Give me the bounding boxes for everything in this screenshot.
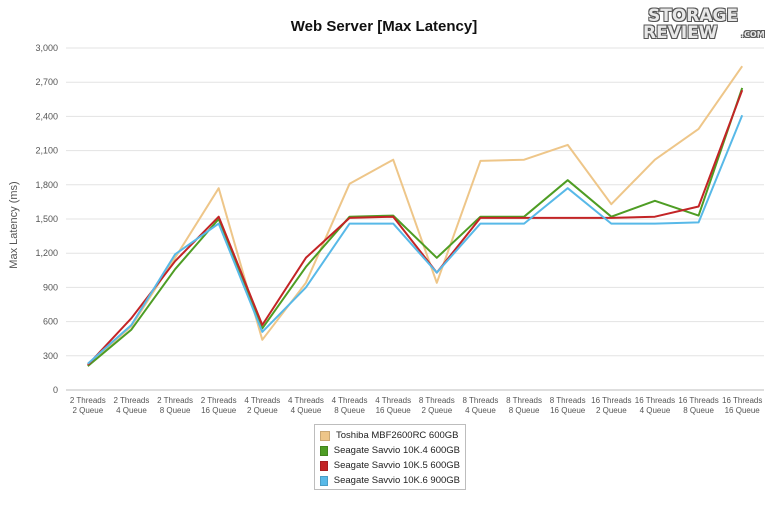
legend-item: Seagate Savvio 10K.6 900GB: [320, 473, 460, 488]
x-tick-label: 8 Threads 2 Queue: [419, 396, 455, 415]
x-tick-label: 8 Threads 8 Queue: [506, 396, 542, 415]
series-line-3: [87, 89, 744, 366]
legend-label: Seagate Savvio 10K.6 900GB: [333, 475, 460, 486]
logo-line-1: STORAGE: [648, 6, 739, 26]
legend-item: Seagate Savvio 10K.4 600GB: [320, 443, 460, 458]
series-line-1: [87, 65, 744, 366]
x-tick-label: 4 Threads 4 Queue: [288, 396, 324, 415]
logo-suffix: .COM: [741, 30, 765, 39]
x-tick-label: 16 Threads 4 Queue: [635, 396, 675, 415]
x-tick-label: 4 Threads 8 Queue: [332, 396, 368, 415]
y-tick-label: 1,800: [35, 180, 58, 190]
series-lines: [87, 65, 744, 367]
legend: Toshiba MBF2600RC 600GB Seagate Savvio 10…: [314, 424, 466, 490]
grid-lines: [66, 47, 764, 391]
y-axis-ticks: 0 300 600 900 1,200 1,500 1,800 2,100 2,400 2,700…: [35, 43, 58, 395]
legend-item: Seagate Savvio 10K.5 600GB: [320, 458, 460, 473]
y-tick-label: 600: [43, 317, 58, 327]
series-line-4: [87, 114, 744, 365]
legend-swatch: [320, 475, 328, 486]
x-tick-label: 4 Threads 16 Queue: [375, 396, 411, 415]
y-tick-label: 1,200: [35, 248, 58, 258]
x-tick-label: 16 Threads 8 Queue: [678, 396, 718, 415]
x-tick-label: 16 Threads 16 Queue: [722, 396, 762, 415]
x-tick-label: 4 Threads 2 Queue: [244, 396, 280, 415]
y-tick-label: 2,400: [35, 111, 58, 121]
chart-title: Web Server [Max Latency]: [290, 18, 478, 35]
legend-label: Seagate Savvio 10K.4 600GB: [333, 445, 460, 456]
x-tick-label: 2 Threads 16 Queue: [201, 396, 237, 415]
logo-line-2: REVIEW: [643, 23, 718, 43]
y-axis-label: Max Latency (ms): [8, 181, 20, 268]
x-tick-label: 16 Threads 2 Queue: [591, 396, 631, 415]
series-line-2: [87, 87, 744, 367]
legend-item: Toshiba MBF2600RC 600GB: [320, 428, 460, 443]
storage-review-logo: STORAGE REVIEW .COM: [640, 6, 765, 46]
x-tick-label: 8 Threads 4 Queue: [463, 396, 499, 415]
x-tick-label: 2 Threads 8 Queue: [157, 396, 193, 415]
y-tick-label: 0: [53, 385, 58, 395]
y-tick-label: 3,000: [35, 43, 58, 53]
y-tick-label: 300: [43, 351, 58, 361]
y-tick-label: 1,500: [35, 214, 58, 224]
y-tick-label: 900: [43, 282, 58, 292]
legend-swatch: [320, 430, 330, 441]
legend-label: Seagate Savvio 10K.5 600GB: [333, 460, 460, 471]
x-tick-label: 2 Threads 2 Queue: [70, 396, 106, 415]
legend-label: Toshiba MBF2600RC 600GB: [336, 430, 459, 441]
y-tick-label: 2,700: [35, 77, 58, 87]
x-tick-label: 8 Threads 16 Queue: [550, 396, 586, 415]
y-tick-label: 2,100: [35, 146, 58, 156]
legend-swatch: [320, 445, 328, 456]
x-tick-label: 2 Threads 4 Queue: [114, 396, 150, 415]
legend-swatch: [320, 460, 328, 471]
x-axis-ticks: 2 Threads 2 Queue 2 Threads 4 Queue 2 Thread…: [70, 396, 762, 415]
